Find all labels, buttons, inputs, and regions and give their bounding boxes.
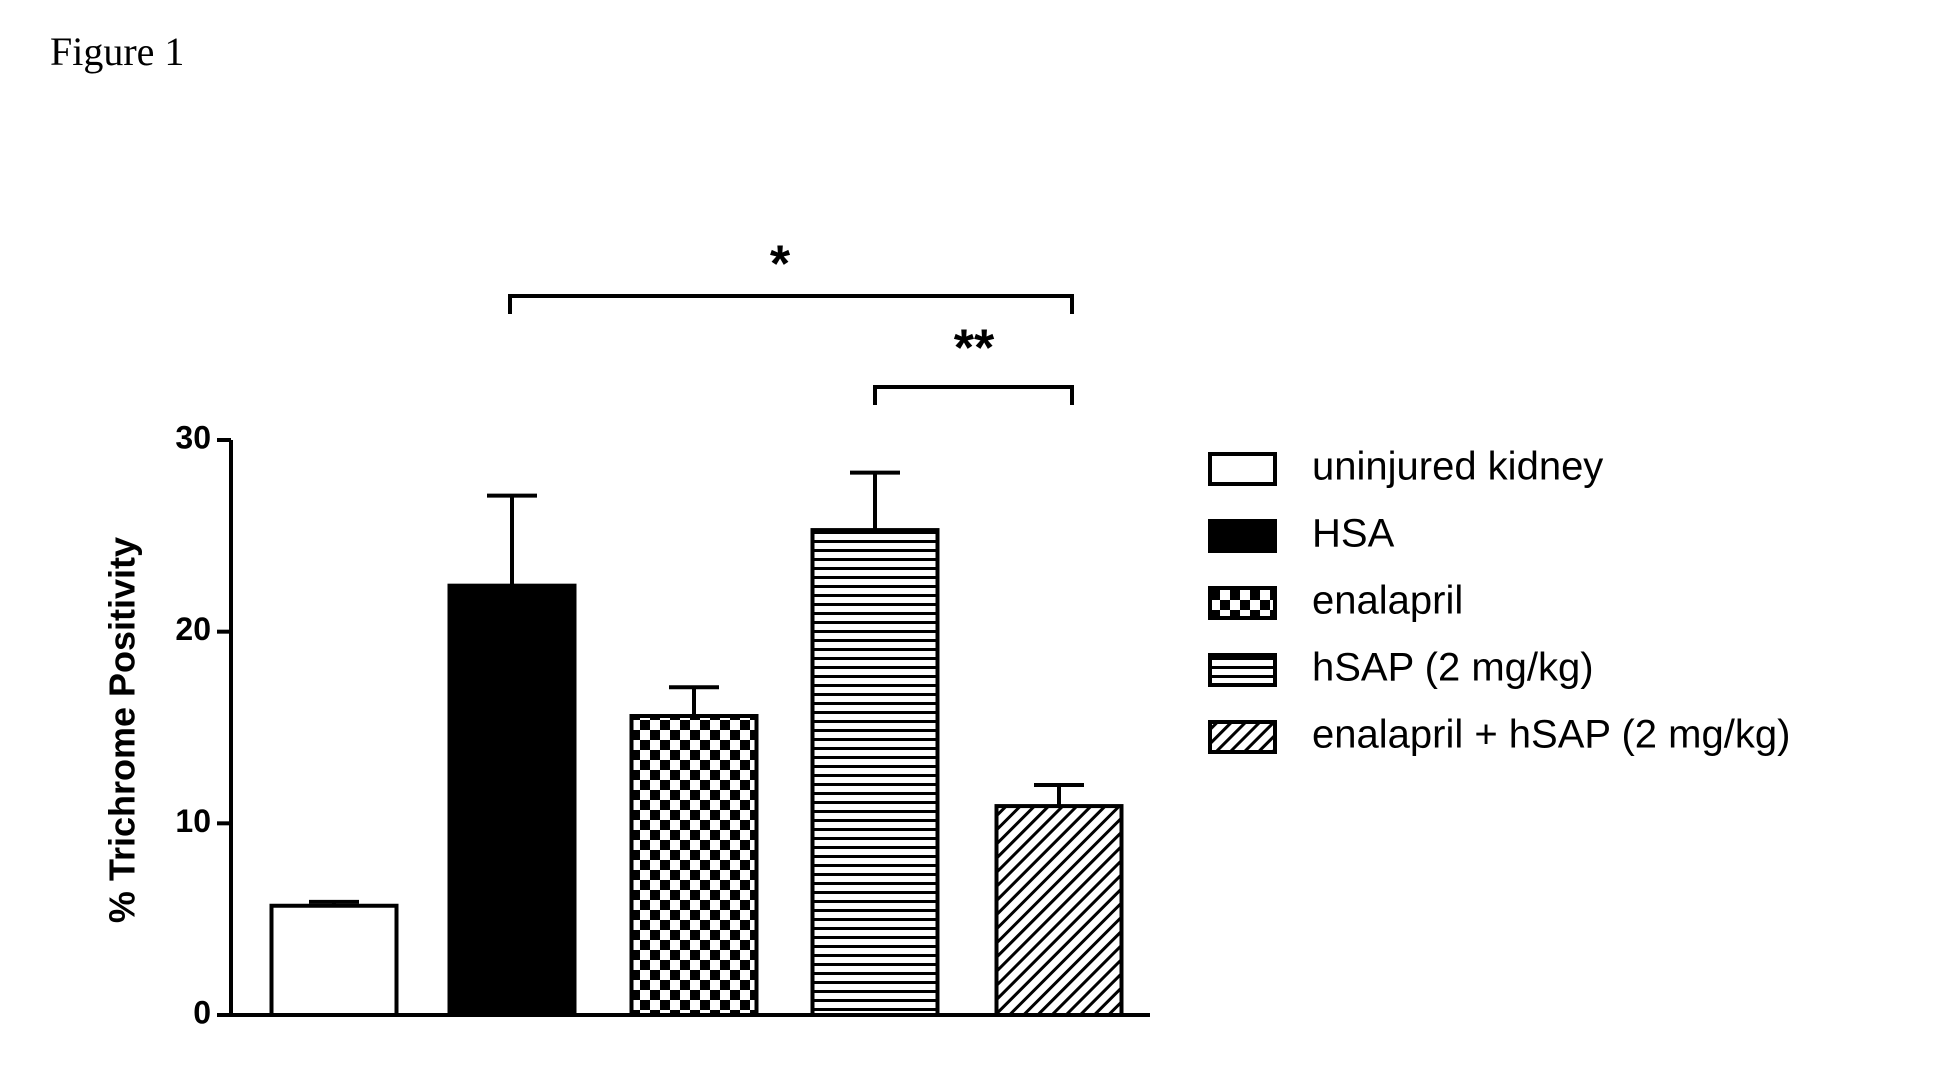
bar bbox=[450, 586, 575, 1015]
legend-label: HSA bbox=[1312, 512, 1395, 556]
figure-label: Figure 1 bbox=[50, 29, 184, 74]
legend-label: uninjured kidney bbox=[1312, 445, 1603, 489]
legend-swatch bbox=[1210, 722, 1275, 752]
legend-swatch bbox=[1210, 521, 1275, 551]
significance-label: ** bbox=[954, 320, 995, 378]
y-tick-label: 10 bbox=[175, 803, 211, 839]
y-tick-label: 0 bbox=[193, 994, 211, 1030]
legend-label: hSAP (2 mg/kg) bbox=[1312, 646, 1594, 690]
chart: Figure 1 % Trichrome Positivity 0 10 20 30 u… bbox=[0, 0, 1949, 1075]
legend-swatch bbox=[1210, 655, 1275, 685]
legend-label: enalapril + hSAP (2 mg/kg) bbox=[1312, 713, 1790, 757]
bar bbox=[813, 530, 938, 1015]
legend-label: enalapril bbox=[1312, 579, 1463, 623]
legend-swatch bbox=[1210, 588, 1275, 618]
y-tick-label: 20 bbox=[175, 611, 211, 647]
significance-bracket bbox=[875, 387, 1072, 405]
bar bbox=[632, 716, 757, 1015]
y-tick-label: 30 bbox=[175, 419, 211, 455]
significance-label: * bbox=[770, 236, 791, 294]
legend-swatch bbox=[1210, 454, 1275, 484]
significance-bracket bbox=[510, 296, 1072, 314]
bar bbox=[997, 806, 1122, 1015]
y-axis-label: % Trichrome Positivity bbox=[102, 537, 143, 923]
bar bbox=[272, 906, 397, 1015]
